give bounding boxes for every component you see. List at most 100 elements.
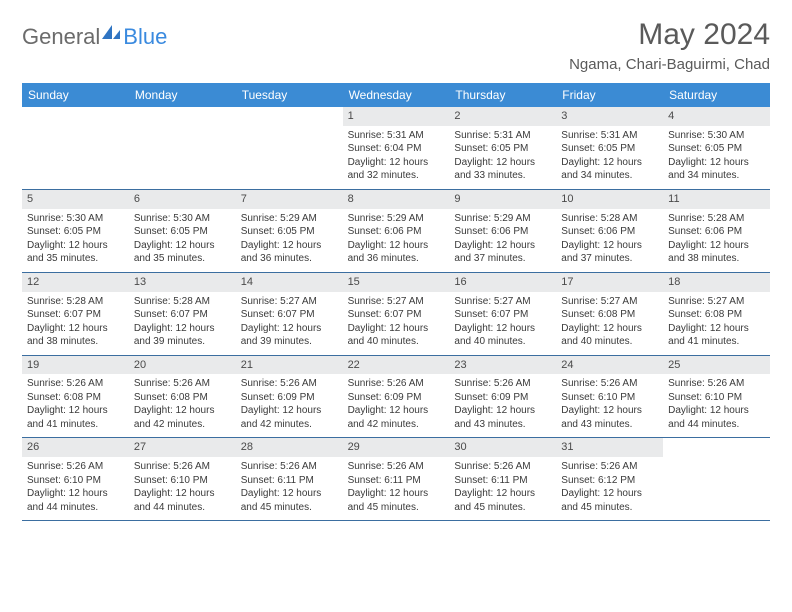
calendar-page: General Blue May 2024 Ngama, Chari-Bagui… — [0, 0, 792, 531]
day-cell: 21 Sunrise: 5:26 AMSunset: 6:09 PMDayligh… — [236, 356, 343, 438]
day-details: Sunrise: 5:30 AMSunset: 6:05 PMDaylight:… — [27, 212, 124, 266]
day-cell: 19Sunrise: 5:26 AMSunset: 6:08 PMDayligh… — [22, 356, 129, 438]
logo-text-general: General — [22, 24, 100, 50]
day-cell: 15Sunrise: 5:27 AMSunset: 6:07 PMDayligh… — [343, 273, 450, 355]
day-details: Sunrise: 5:27 AMSunset: 6:08 PMDaylight:… — [668, 295, 765, 349]
day-cell: 26 Sunrise: 5:26 AMSunset: 6:10 PMDayligh… — [22, 438, 129, 520]
day-details: Sunrise: 5:28 AMSunset: 6:07 PMDaylight:… — [134, 295, 231, 349]
day-number: 20 — [129, 356, 236, 375]
weekday-header-row: SundayMondayTuesdayWednesdayThursdayFrid… — [22, 83, 770, 107]
day-details: Sunrise: 5:26 AMSunset: 6:11 PMDaylight:… — [348, 460, 445, 514]
day-number: 21 — [236, 356, 343, 375]
day-number: 31 — [556, 438, 663, 457]
day-details: Sunrise: 5:26 AMSunset: 6:11 PMDaylight:… — [454, 460, 551, 514]
day-details: Sunrise: 5:30 AMSunset: 6:05 PMDaylight:… — [668, 129, 765, 183]
day-cell: 5 Sunrise: 5:30 AMSunset: 6:05 PMDaylight… — [22, 190, 129, 272]
logo-text-blue: Blue — [123, 24, 167, 50]
week-row: 5 Sunrise: 5:30 AMSunset: 6:05 PMDaylight… — [22, 190, 770, 273]
day-number: 1 — [343, 107, 450, 126]
day-details: Sunrise: 5:31 AMSunset: 6:04 PMDaylight:… — [348, 129, 445, 183]
weekday-header-wednesday: Wednesday — [343, 83, 450, 107]
day-number: 5 — [22, 190, 129, 209]
day-number: 17 — [556, 273, 663, 292]
day-details: Sunrise: 5:29 AMSunset: 6:05 PMDaylight:… — [241, 212, 338, 266]
day-details: Sunrise: 5:26 AMSunset: 6:08 PMDaylight:… — [27, 377, 124, 431]
day-cell: 28Sunrise: 5:26 AMSunset: 6:11 PMDayligh… — [236, 438, 343, 520]
day-details: Sunrise: 5:26 AMSunset: 6:09 PMDaylight:… — [241, 377, 338, 431]
week-row: 19Sunrise: 5:26 AMSunset: 6:08 PMDayligh… — [22, 356, 770, 439]
day-number: 30 — [449, 438, 556, 457]
day-cell: 8 Sunrise: 5:29 AMSunset: 6:06 PMDaylight… — [343, 190, 450, 272]
week-row: 12 Sunrise: 5:28 AMSunset: 6:07 PMDayligh… — [22, 273, 770, 356]
day-details: Sunrise: 5:27 AMSunset: 6:07 PMDaylight:… — [241, 295, 338, 349]
day-cell: 2 Sunrise: 5:31 AMSunset: 6:05 PMDaylight… — [449, 107, 556, 189]
month-title: May 2024 — [569, 18, 770, 52]
day-details: Sunrise: 5:28 AMSunset: 6:07 PMDaylight:… — [27, 295, 124, 349]
day-details: Sunrise: 5:28 AMSunset: 6:06 PMDaylight:… — [561, 212, 658, 266]
weekday-header-tuesday: Tuesday — [236, 83, 343, 107]
day-number: 16 — [449, 273, 556, 292]
day-cell: 31Sunrise: 5:26 AMSunset: 6:12 PMDayligh… — [556, 438, 663, 520]
weekday-header-sunday: Sunday — [22, 83, 129, 107]
day-details: Sunrise: 5:26 AMSunset: 6:10 PMDaylight:… — [27, 460, 124, 514]
weekday-header-friday: Friday — [556, 83, 663, 107]
empty-cell — [129, 107, 236, 189]
day-cell: 23Sunrise: 5:26 AMSunset: 6:09 PMDayligh… — [449, 356, 556, 438]
empty-cell — [663, 438, 770, 520]
weekday-header-monday: Monday — [129, 83, 236, 107]
day-cell: 27Sunrise: 5:26 AMSunset: 6:10 PMDayligh… — [129, 438, 236, 520]
day-number: 3 — [556, 107, 663, 126]
day-number: 14 — [236, 273, 343, 292]
day-details: Sunrise: 5:26 AMSunset: 6:11 PMDaylight:… — [241, 460, 338, 514]
weekday-header-thursday: Thursday — [449, 83, 556, 107]
day-number: 29 — [343, 438, 450, 457]
day-details: Sunrise: 5:26 AMSunset: 6:08 PMDaylight:… — [134, 377, 231, 431]
day-number: 6 — [129, 190, 236, 209]
day-cell: 10 Sunrise: 5:28 AMSunset: 6:06 PMDayligh… — [556, 190, 663, 272]
day-cell: 25 Sunrise: 5:26 AMSunset: 6:10 PMDayligh… — [663, 356, 770, 438]
day-cell: 14 Sunrise: 5:27 AMSunset: 6:07 PMDayligh… — [236, 273, 343, 355]
title-block: May 2024 Ngama, Chari-Baguirmi, Chad — [569, 18, 770, 73]
day-cell: 30 Sunrise: 5:26 AMSunset: 6:11 PMDayligh… — [449, 438, 556, 520]
sail-icon — [100, 23, 122, 48]
day-cell: 12 Sunrise: 5:28 AMSunset: 6:07 PMDayligh… — [22, 273, 129, 355]
day-cell: 20 Sunrise: 5:26 AMSunset: 6:08 PMDayligh… — [129, 356, 236, 438]
day-number: 2 — [449, 107, 556, 126]
day-cell: 24 Sunrise: 5:26 AMSunset: 6:10 PMDayligh… — [556, 356, 663, 438]
day-number: 18 — [663, 273, 770, 292]
day-number: 26 — [22, 438, 129, 457]
day-cell: 29 Sunrise: 5:26 AMSunset: 6:11 PMDayligh… — [343, 438, 450, 520]
empty-cell — [236, 107, 343, 189]
day-details: Sunrise: 5:27 AMSunset: 6:07 PMDaylight:… — [348, 295, 445, 349]
logo: General Blue — [22, 18, 167, 50]
day-number: 12 — [22, 273, 129, 292]
day-details: Sunrise: 5:26 AMSunset: 6:09 PMDaylight:… — [348, 377, 445, 431]
day-cell: 11Sunrise: 5:28 AMSunset: 6:06 PMDayligh… — [663, 190, 770, 272]
day-number: 10 — [556, 190, 663, 209]
day-cell: 17Sunrise: 5:27 AMSunset: 6:08 PMDayligh… — [556, 273, 663, 355]
day-cell: 9 Sunrise: 5:29 AMSunset: 6:06 PMDaylight… — [449, 190, 556, 272]
header: General Blue May 2024 Ngama, Chari-Bagui… — [22, 18, 770, 73]
day-cell: 6Sunrise: 5:30 AMSunset: 6:05 PMDaylight… — [129, 190, 236, 272]
day-details: Sunrise: 5:31 AMSunset: 6:05 PMDaylight:… — [454, 129, 551, 183]
day-number: 27 — [129, 438, 236, 457]
day-details: Sunrise: 5:29 AMSunset: 6:06 PMDaylight:… — [454, 212, 551, 266]
week-row: 26 Sunrise: 5:26 AMSunset: 6:10 PMDayligh… — [22, 438, 770, 521]
weekday-header-saturday: Saturday — [663, 83, 770, 107]
day-cell: 4 Sunrise: 5:30 AMSunset: 6:05 PMDaylight… — [663, 107, 770, 189]
day-number: 9 — [449, 190, 556, 209]
day-details: Sunrise: 5:26 AMSunset: 6:10 PMDaylight:… — [561, 377, 658, 431]
day-details: Sunrise: 5:29 AMSunset: 6:06 PMDaylight:… — [348, 212, 445, 266]
day-number: 25 — [663, 356, 770, 375]
day-details: Sunrise: 5:26 AMSunset: 6:10 PMDaylight:… — [668, 377, 765, 431]
week-row: 1 Sunrise: 5:31 AMSunset: 6:04 PMDaylight… — [22, 107, 770, 190]
day-number: 13 — [129, 273, 236, 292]
day-cell: 18 Sunrise: 5:27 AMSunset: 6:08 PMDayligh… — [663, 273, 770, 355]
day-cell: 16Sunrise: 5:27 AMSunset: 6:07 PMDayligh… — [449, 273, 556, 355]
day-number: 24 — [556, 356, 663, 375]
day-number: 8 — [343, 190, 450, 209]
day-number: 11 — [663, 190, 770, 209]
day-cell: 22Sunrise: 5:26 AMSunset: 6:09 PMDayligh… — [343, 356, 450, 438]
day-number: 4 — [663, 107, 770, 126]
calendar-grid: SundayMondayTuesdayWednesdayThursdayFrid… — [22, 83, 770, 521]
